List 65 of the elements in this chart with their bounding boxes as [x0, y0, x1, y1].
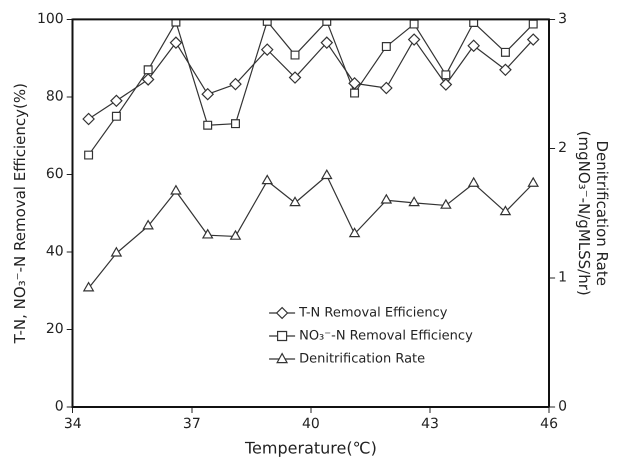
point	[170, 185, 182, 195]
y-tick-label: 20	[46, 321, 64, 338]
x-axis-title: Temperature(℃)	[244, 438, 377, 458]
point	[408, 33, 420, 46]
legend-label: T-N Removal Efficiency	[298, 305, 448, 320]
point	[170, 36, 182, 49]
point	[82, 112, 95, 126]
point	[528, 177, 539, 187]
x-tick-label: 34	[64, 416, 82, 432]
point	[500, 206, 511, 216]
point	[142, 220, 154, 230]
x-tick-label: 37	[182, 416, 201, 432]
point	[382, 42, 391, 52]
point	[144, 65, 153, 74]
y2-tick-label: 2	[558, 140, 568, 156]
point	[261, 44, 274, 56]
point	[468, 177, 480, 187]
point	[142, 73, 154, 86]
point	[203, 120, 212, 130]
point	[527, 33, 540, 46]
legend-label: NO₃⁻-N Removal Efficiency	[299, 328, 474, 344]
point	[380, 194, 392, 204]
legend-label: Denitrification Rate	[299, 351, 426, 366]
y2-tick-label: 0	[558, 398, 568, 415]
point	[321, 170, 332, 180]
point	[440, 199, 452, 209]
point	[320, 36, 333, 49]
point	[408, 196, 420, 206]
y2-tick-label: 3	[558, 11, 568, 28]
y-axis-title: T-N, NO₃⁻-N Removal Efficiency(%)	[10, 83, 29, 344]
y-tick-label: 80	[46, 88, 64, 105]
y-tick-label: 60	[46, 166, 64, 182]
point	[290, 196, 300, 206]
point	[500, 48, 510, 57]
point	[84, 150, 94, 160]
point	[110, 94, 122, 107]
y2-axis-title: Denitrification Rate (mgNO₃⁻-N/gMLSS/hr)	[575, 130, 612, 296]
point	[83, 282, 94, 292]
y-tick-label: 40	[46, 244, 64, 260]
point	[202, 229, 214, 239]
point	[112, 112, 121, 121]
y-tick-label: 100	[36, 11, 64, 28]
x-tick-label: 40	[302, 416, 320, 432]
y2-tick-label: 1	[558, 269, 568, 286]
point	[230, 119, 240, 128]
point	[202, 88, 214, 100]
point	[528, 20, 538, 29]
point	[410, 20, 419, 29]
point	[350, 88, 360, 98]
x-tick-label: 46	[540, 416, 558, 432]
point	[440, 78, 452, 91]
point	[290, 50, 300, 60]
y-tick-label: 0	[54, 398, 64, 415]
point	[111, 247, 122, 257]
point	[348, 77, 361, 90]
point	[468, 40, 480, 52]
point	[380, 82, 392, 94]
point	[229, 78, 242, 90]
x-tick-label: 43	[421, 416, 439, 432]
point	[230, 230, 241, 240]
point	[349, 228, 360, 238]
point	[499, 64, 512, 76]
point	[441, 70, 450, 80]
point	[288, 71, 302, 84]
point	[262, 174, 273, 184]
